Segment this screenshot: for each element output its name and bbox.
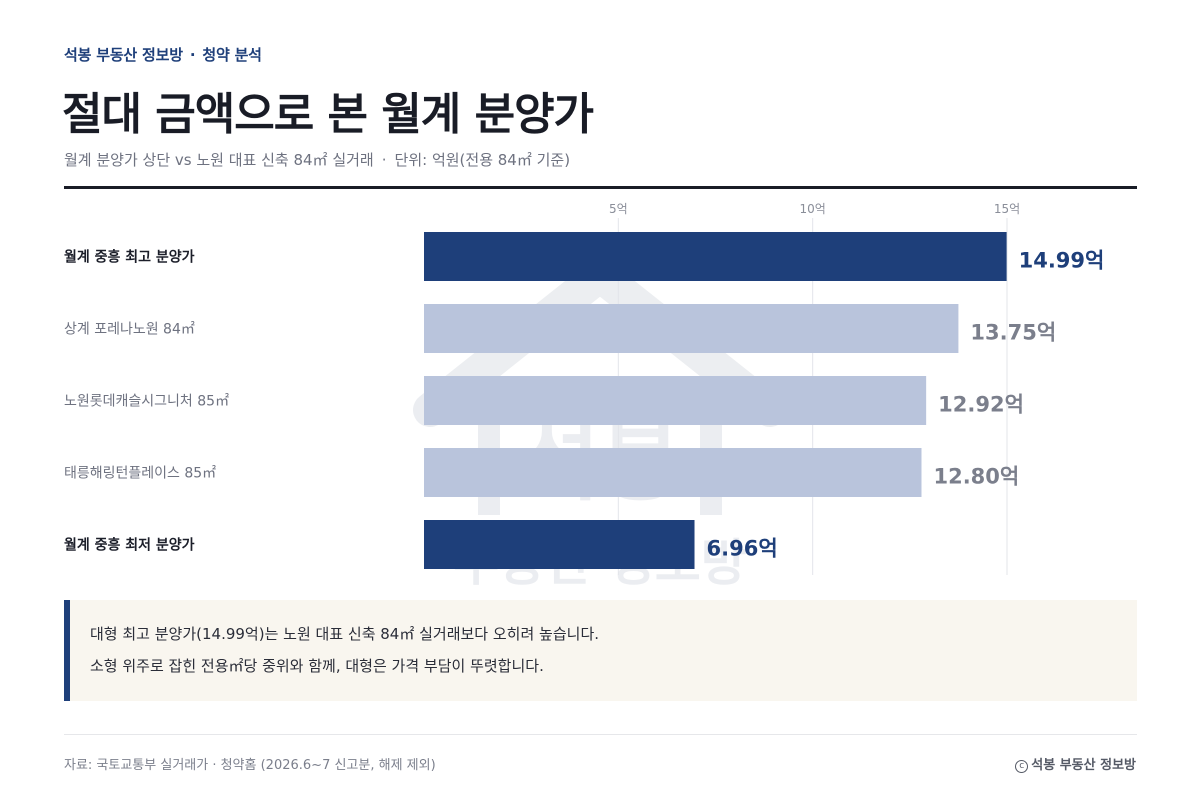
page-title: 절대 금액으로 본 월계 분양가 bbox=[62, 89, 594, 140]
bar bbox=[424, 304, 959, 353]
note-line-1: 대형 최고 분양가(14.99억)는 노원 대표 신축 84㎡ 실거래보다 오히… bbox=[90, 625, 600, 643]
category-label: 월계 중흥 최저 분양가 bbox=[64, 537, 195, 554]
bar bbox=[424, 232, 1007, 281]
category-label: 월계 중흥 최고 분양가 bbox=[64, 249, 195, 266]
kicker: 석봉 부동산 정보방 · 청약 분석 bbox=[64, 44, 262, 65]
category-label: 노원롯데캐슬시그니처 85㎡ bbox=[64, 394, 229, 410]
copyright: c 석봉 부동산 정보방 bbox=[1015, 754, 1136, 773]
bar bbox=[424, 520, 695, 569]
source-text: 자료: 국토교통부 실거래가 · 청약홈 (2026.6~7 신고분, 해제 제… bbox=[64, 758, 436, 773]
brand-name: 석봉 부동산 정보방 bbox=[64, 46, 183, 64]
subtitle-main: 월계 분양가 상단 vs 노원 대표 신축 84㎡ 실거래 bbox=[64, 151, 374, 169]
separator-dot: · bbox=[189, 46, 196, 64]
value-label: 6.96억 bbox=[707, 537, 778, 561]
bars bbox=[424, 232, 1007, 569]
footer-divider bbox=[64, 734, 1137, 735]
value-label: 12.92억 bbox=[938, 393, 1024, 417]
value-label: 14.99억 bbox=[1019, 249, 1105, 273]
tick-label: 5억 bbox=[609, 202, 628, 216]
tick-label: 15억 bbox=[994, 202, 1020, 216]
copyright-icon: c bbox=[1015, 760, 1029, 773]
subtitle: 월계 분양가 상단 vs 노원 대표 신축 84㎡ 실거래 · 단위: 억원(전용 … bbox=[64, 149, 570, 170]
copyright-text: 석봉 부동산 정보방 bbox=[1031, 758, 1136, 773]
value-label: 13.75억 bbox=[970, 321, 1056, 345]
value-labels: 14.99억 13.75억 12.92억 12.80억 6.96억 bbox=[707, 249, 1105, 561]
bar bbox=[424, 376, 927, 425]
section-name: 청약 분석 bbox=[202, 46, 262, 64]
category-label: 태릉해링턴플레이스 85㎡ bbox=[64, 466, 216, 482]
separator-dot: · bbox=[381, 151, 387, 169]
category-label: 상계 포레나노원 84㎡ bbox=[64, 322, 195, 338]
bar bbox=[424, 448, 922, 497]
value-label: 12.80억 bbox=[933, 465, 1019, 489]
tick-label: 10억 bbox=[800, 202, 826, 216]
title-divider bbox=[64, 186, 1137, 189]
subtitle-unit: 단위: 억원(전용 84㎡ 기준) bbox=[394, 151, 571, 169]
note-line-2: 소형 위주로 잡힌 전용㎡당 중위와 함께, 대형은 가격 부담이 뚜렷합니다. bbox=[90, 657, 544, 675]
insight-note: 대형 최고 분양가(14.99억)는 노원 대표 신축 84㎡ 실거래보다 오히… bbox=[64, 600, 1137, 701]
